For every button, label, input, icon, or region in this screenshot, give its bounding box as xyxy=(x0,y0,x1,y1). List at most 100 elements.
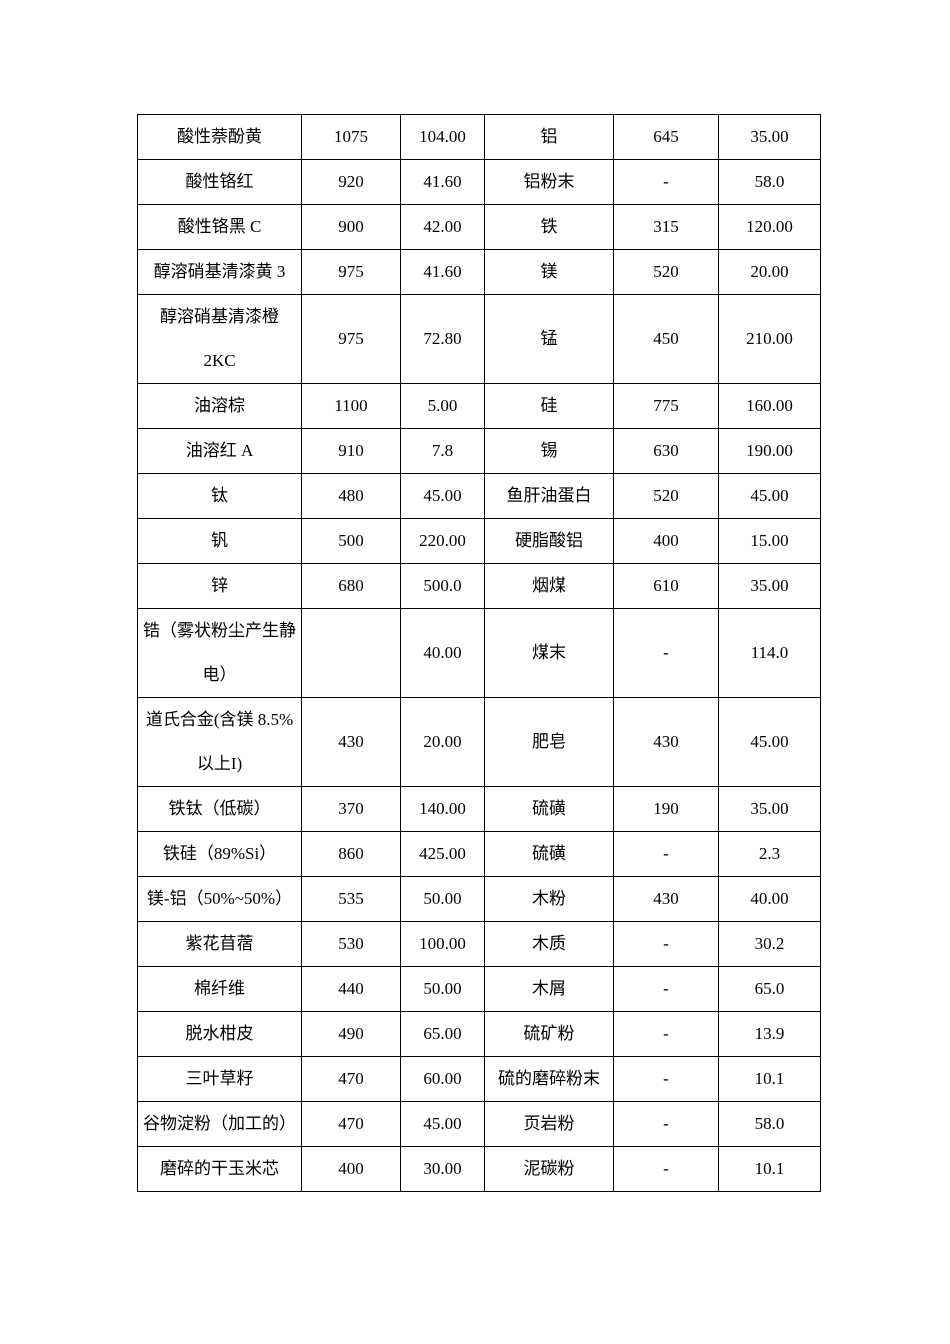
value-cell: 65.0 xyxy=(718,966,821,1012)
value-cell: - xyxy=(613,159,719,205)
value-cell: 425.00 xyxy=(400,831,485,877)
flammable-dust-table: 酸性萘酚黄 1075 104.00 铝 645 35.00 酸性铬红 920 41.60 铝粉末 -… xyxy=(137,114,821,1192)
substance-name-cell: 铁 xyxy=(484,204,614,250)
value-cell: 1075 xyxy=(301,114,401,160)
substance-name-cell: 钛 xyxy=(137,473,302,519)
value-cell: 20.00 xyxy=(718,249,821,295)
value-cell: 480 xyxy=(301,473,401,519)
value-cell: 975 xyxy=(301,294,401,384)
value-cell: 680 xyxy=(301,563,401,609)
value-cell: 50.00 xyxy=(400,966,485,1012)
substance-name-cell: 镁-铝（50%~50%） xyxy=(137,876,302,922)
value-cell: 535 xyxy=(301,876,401,922)
table-row: 醇溶硝基清漆黄 3 975 41.60 镁 520 20.00 xyxy=(137,249,821,295)
value-cell: 100.00 xyxy=(400,921,485,967)
substance-name-cell: 锆（雾状粉尘产生静 电） xyxy=(137,608,302,698)
value-cell: 45.00 xyxy=(718,473,821,519)
substance-name-cell: 脱水柑皮 xyxy=(137,1011,302,1057)
value-cell: - xyxy=(613,1056,719,1102)
substance-name-cell: 木粉 xyxy=(484,876,614,922)
value-cell: 450 xyxy=(613,294,719,384)
value-cell: 210.00 xyxy=(718,294,821,384)
substance-name-cell: 泥碳粉 xyxy=(484,1146,614,1192)
value-cell: 400 xyxy=(301,1146,401,1192)
value-cell: 45.00 xyxy=(400,473,485,519)
value-cell: 5.00 xyxy=(400,383,485,429)
table-row: 油溶红 A 910 7.8 锡 630 190.00 xyxy=(137,428,821,474)
value-cell: 975 xyxy=(301,249,401,295)
value-cell: - xyxy=(613,966,719,1012)
substance-name-cell: 硫磺 xyxy=(484,831,614,877)
value-cell: 45.00 xyxy=(400,1101,485,1147)
substance-name-cell: 酸性铬黑 C xyxy=(137,204,302,250)
value-cell: 400 xyxy=(613,518,719,564)
substance-name-cell: 棉纤维 xyxy=(137,966,302,1012)
table-row: 锌 680 500.0 烟煤 610 35.00 xyxy=(137,563,821,609)
value-cell: 645 xyxy=(613,114,719,160)
value-cell: - xyxy=(613,1101,719,1147)
table-row: 钛 480 45.00 鱼肝油蛋白 520 45.00 xyxy=(137,473,821,519)
substance-name-cell: 醇溶硝基清漆橙 2KC xyxy=(137,294,302,384)
substance-name-cell: 锰 xyxy=(484,294,614,384)
substance-name-cell: 酸性铬红 xyxy=(137,159,302,205)
table-row: 棉纤维 440 50.00 木屑 -65.0 xyxy=(137,966,821,1012)
value-cell: 41.60 xyxy=(400,159,485,205)
value-cell: 120.00 xyxy=(718,204,821,250)
value-cell: 900 xyxy=(301,204,401,250)
value-cell: 140.00 xyxy=(400,786,485,832)
substance-name-cell: 道氏合金(含镁 8.5% 以上I) xyxy=(137,697,302,787)
substance-name-cell: 硫矿粉 xyxy=(484,1011,614,1057)
value-cell: 440 xyxy=(301,966,401,1012)
value-cell: 35.00 xyxy=(718,114,821,160)
substance-name-cell: 木质 xyxy=(484,921,614,967)
substance-name-cell: 锌 xyxy=(137,563,302,609)
value-cell: 470 xyxy=(301,1056,401,1102)
value-cell: 20.00 xyxy=(400,697,485,787)
value-cell: 490 xyxy=(301,1011,401,1057)
value-cell: 15.00 xyxy=(718,518,821,564)
value-cell: 190.00 xyxy=(718,428,821,474)
value-cell: 520 xyxy=(613,249,719,295)
table-row: 谷物淀粉（加工的） 470 45.00 页岩粉 -58.0 xyxy=(137,1101,821,1147)
value-cell: 72.80 xyxy=(400,294,485,384)
table-row: 脱水柑皮 490 65.00 硫矿粉 -13.9 xyxy=(137,1011,821,1057)
table-body: 酸性萘酚黄 1075 104.00 铝 645 35.00 酸性铬红 920 41.60 铝粉末 -… xyxy=(137,114,821,1192)
table-row: 铁钛（低碳） 370 140.00 硫磺 190 35.00 xyxy=(137,786,821,832)
value-cell: 60.00 xyxy=(400,1056,485,1102)
table-row: 铁硅（89%Si） 860 425.00 硫磺 -2.3 xyxy=(137,831,821,877)
value-cell: 10.1 xyxy=(718,1056,821,1102)
value-cell: 13.9 xyxy=(718,1011,821,1057)
substance-name-cell: 油溶红 A xyxy=(137,428,302,474)
value-cell: 910 xyxy=(301,428,401,474)
value-cell: 2.3 xyxy=(718,831,821,877)
value-cell: 430 xyxy=(613,697,719,787)
value-cell: 40.00 xyxy=(400,608,485,698)
value-cell: 45.00 xyxy=(718,697,821,787)
value-cell: 500.0 xyxy=(400,563,485,609)
value-cell: 7.8 xyxy=(400,428,485,474)
value-cell: 220.00 xyxy=(400,518,485,564)
substance-name-cell: 煤末 xyxy=(484,608,614,698)
substance-name-cell: 锡 xyxy=(484,428,614,474)
value-cell: 920 xyxy=(301,159,401,205)
substance-name-cell: 硅 xyxy=(484,383,614,429)
value-cell: 160.00 xyxy=(718,383,821,429)
substance-name-cell: 铝 xyxy=(484,114,614,160)
value-cell: 470 xyxy=(301,1101,401,1147)
table-row: 磨碎的干玉米芯 400 30.00 泥碳粉 -10.1 xyxy=(137,1146,821,1192)
substance-name-cell: 铝粉末 xyxy=(484,159,614,205)
value-cell: - xyxy=(613,921,719,967)
value-cell: 35.00 xyxy=(718,786,821,832)
table-row: 油溶棕 1100 5.00 硅 775 160.00 xyxy=(137,383,821,429)
value-cell: - xyxy=(613,608,719,698)
substance-name-cell: 酸性萘酚黄 xyxy=(137,114,302,160)
value-cell: 41.60 xyxy=(400,249,485,295)
value-cell: 30.00 xyxy=(400,1146,485,1192)
substance-name-cell: 紫花苜蓿 xyxy=(137,921,302,967)
substance-name-cell: 烟煤 xyxy=(484,563,614,609)
substance-name-cell: 肥皂 xyxy=(484,697,614,787)
value-cell: 40.00 xyxy=(718,876,821,922)
substance-name-cell: 页岩粉 xyxy=(484,1101,614,1147)
value-cell: 114.0 xyxy=(718,608,821,698)
